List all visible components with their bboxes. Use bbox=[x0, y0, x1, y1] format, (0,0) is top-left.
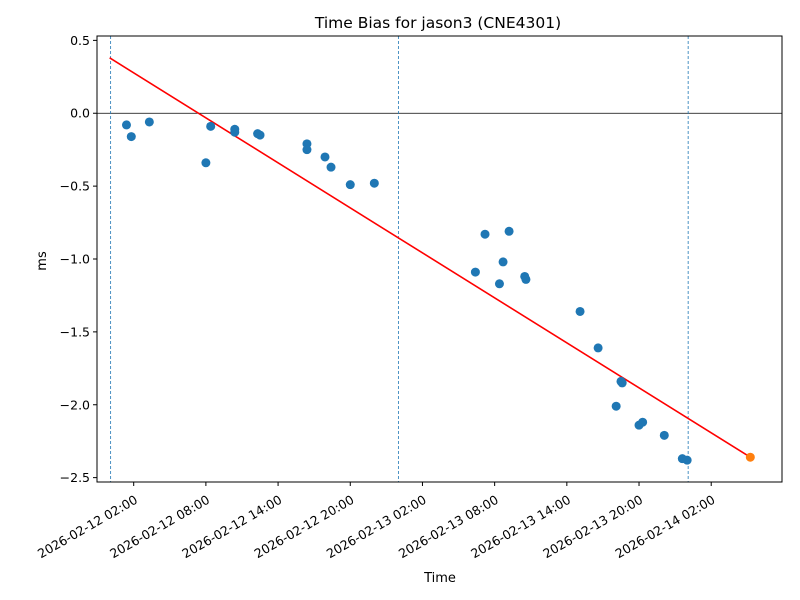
data-point bbox=[682, 455, 692, 465]
fit-line bbox=[109, 57, 751, 458]
reference-lines bbox=[97, 36, 782, 482]
data-point bbox=[593, 343, 603, 353]
y-axis: 0.5 0.0 −0.5 −1.0 −1.5 −2.0 −2.5 bbox=[60, 33, 97, 485]
data-point bbox=[659, 430, 669, 440]
data-point bbox=[494, 279, 504, 289]
data-point bbox=[617, 378, 627, 388]
data-point bbox=[521, 274, 531, 284]
data-point bbox=[498, 257, 508, 267]
data-point bbox=[345, 180, 355, 190]
y-tick-label: 0.5 bbox=[70, 33, 90, 48]
x-axis-title: Time bbox=[423, 571, 456, 586]
fit-line-layer bbox=[109, 57, 751, 458]
data-point bbox=[504, 226, 514, 236]
data-point bbox=[121, 120, 131, 130]
data-point bbox=[255, 130, 265, 140]
data-point bbox=[320, 152, 330, 162]
y-tick-label: 0.0 bbox=[70, 106, 90, 121]
data-point bbox=[638, 417, 648, 427]
data-point bbox=[369, 178, 379, 188]
data-point bbox=[144, 117, 154, 127]
y-tick-label: −2.0 bbox=[60, 397, 90, 412]
data-point bbox=[480, 229, 490, 239]
data-point bbox=[206, 121, 216, 131]
data-point bbox=[126, 132, 136, 142]
data-points bbox=[121, 117, 755, 465]
y-tick-label: −0.5 bbox=[60, 179, 90, 194]
data-point bbox=[230, 127, 240, 137]
y-axis-title: ms bbox=[35, 251, 50, 271]
data-point bbox=[201, 158, 211, 168]
data-point bbox=[302, 145, 312, 155]
data-point bbox=[470, 267, 480, 277]
chart-title: Time Bias for jason3 (CNE4301) bbox=[314, 14, 561, 32]
y-tick-label: −1.5 bbox=[60, 324, 90, 339]
data-point bbox=[575, 306, 585, 316]
y-tick-label: −2.5 bbox=[60, 470, 90, 485]
data-point bbox=[326, 162, 336, 172]
data-point bbox=[611, 401, 621, 411]
y-tick-label: −1.0 bbox=[60, 252, 90, 267]
predicted-point bbox=[745, 452, 755, 462]
